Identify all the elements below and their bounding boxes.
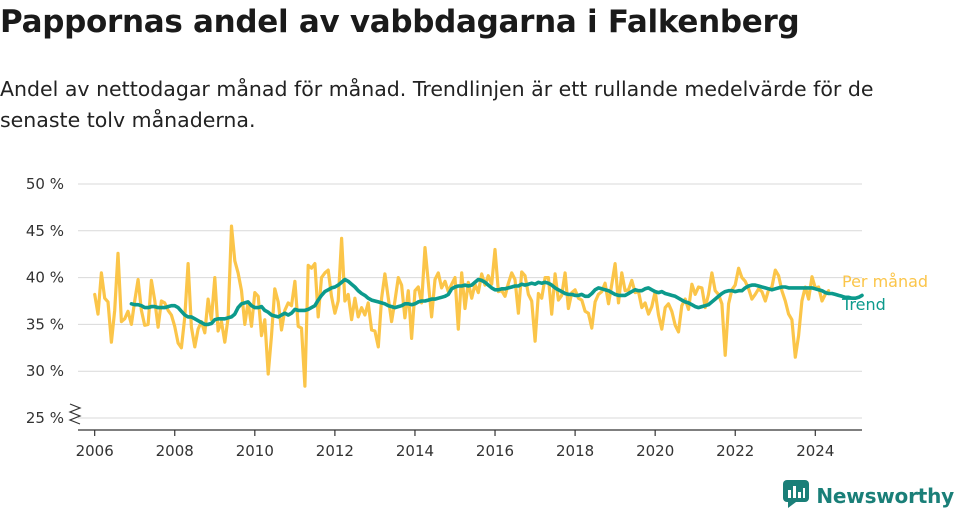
y-tick-label: 35 % xyxy=(26,315,64,333)
y-axis-ticks: 25 % 30 % 35 % 40 % 45 % 50 % xyxy=(26,175,64,427)
legend-label-trend: Trend xyxy=(841,295,886,314)
axis-break-marker xyxy=(68,403,82,425)
y-tick-label: 50 % xyxy=(26,175,64,193)
y-tick-label: 25 % xyxy=(26,409,64,427)
x-tick-label: 2010 xyxy=(236,442,274,460)
chart-subtitle: Andel av nettodagar månad för månad. Tre… xyxy=(0,77,874,132)
x-tick-label: 2022 xyxy=(716,442,754,460)
y-tick-label: 40 % xyxy=(26,269,64,287)
series-lines xyxy=(93,224,864,388)
gridlines xyxy=(78,183,862,419)
x-axis xyxy=(68,403,862,431)
newsworthy-logo-icon xyxy=(783,480,810,512)
legend: Per månad Trend xyxy=(841,272,928,314)
series-line-per-manad xyxy=(93,224,831,388)
legend-label-per-manad: Per månad xyxy=(842,272,928,291)
x-tick-label: 2016 xyxy=(476,442,514,460)
x-tick-label: 2006 xyxy=(76,442,114,460)
y-tick-label: 30 % xyxy=(26,362,64,380)
x-tick-label: 2008 xyxy=(156,442,194,460)
x-axis-ticks: 2006 2008 2010 2012 2014 2016 2018 2020 2022 2024 xyxy=(76,430,834,460)
newsworthy-brand[interactable]: Newsworthy xyxy=(783,480,954,512)
x-tick-label: 2014 xyxy=(396,442,434,460)
x-tick-label: 2012 xyxy=(316,442,354,460)
series-line-trend xyxy=(129,277,864,327)
x-tick-label: 2020 xyxy=(636,442,674,460)
x-tick-label: 2018 xyxy=(556,442,594,460)
y-tick-label: 45 % xyxy=(26,222,64,240)
brand-name: Newsworthy xyxy=(816,484,954,508)
chart-title: Pappornas andel av vabbdagarna i Falkenb… xyxy=(0,4,800,40)
x-tick-label: 2024 xyxy=(796,442,834,460)
